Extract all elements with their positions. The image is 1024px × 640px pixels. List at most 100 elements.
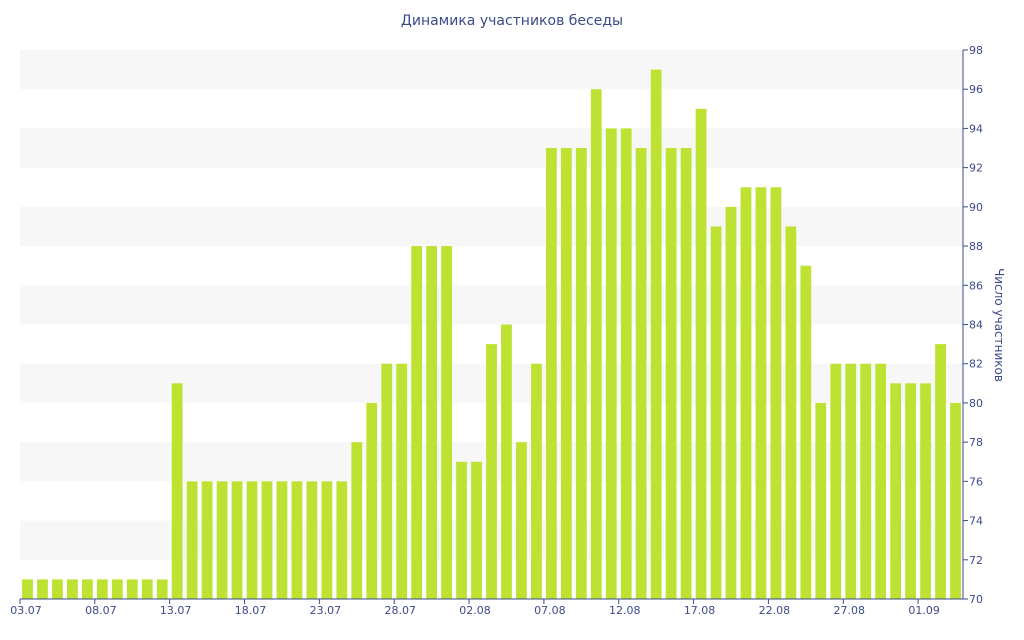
- y-tick-label: 72: [969, 554, 983, 567]
- bar: [261, 481, 273, 599]
- bar: [890, 383, 902, 599]
- bar: [321, 481, 333, 599]
- y-tick-label: 94: [969, 122, 983, 135]
- bar: [531, 363, 542, 599]
- bar: [935, 344, 946, 599]
- y-tick-label: 88: [969, 240, 983, 253]
- bar: [336, 481, 348, 599]
- bar: [37, 579, 48, 599]
- bar: [635, 148, 647, 600]
- chart-title: Динамика участников беседы: [400, 13, 624, 29]
- bar: [216, 481, 228, 599]
- bar: [171, 383, 183, 599]
- bar: [605, 128, 617, 599]
- bar: [680, 148, 692, 600]
- x-tick-label: 18.07: [235, 604, 267, 617]
- bar: [590, 89, 602, 600]
- x-tick-label: 07.08: [534, 604, 566, 617]
- bar: [695, 108, 707, 599]
- x-tick-label: 03.07: [10, 604, 42, 617]
- bar: [111, 579, 123, 599]
- y-tick-label: 84: [969, 319, 983, 332]
- bar: [67, 579, 78, 599]
- y-tick-label: 96: [969, 83, 983, 96]
- y-axis-label: Число участников: [992, 268, 1006, 382]
- bar: [860, 363, 872, 599]
- y-tick-label: 92: [969, 162, 983, 175]
- bar: [411, 246, 423, 599]
- bar: [845, 363, 857, 599]
- x-tick-label: 27.08: [834, 604, 866, 617]
- bars: [22, 69, 961, 600]
- bar: [456, 461, 467, 599]
- bar: [650, 69, 662, 600]
- y-axis-ticks: 70 72 74 76 78 80 82 84 86 88 90 92 94 96 98: [963, 44, 983, 606]
- bar: [126, 579, 138, 599]
- bar: [486, 344, 497, 599]
- bar: [156, 579, 168, 599]
- bar: [291, 481, 303, 599]
- bar: [396, 363, 408, 599]
- bar: [276, 481, 288, 599]
- y-tick-label: 78: [969, 436, 983, 449]
- x-tick-label: 22.08: [759, 604, 791, 617]
- bar: [755, 187, 767, 599]
- bar: [426, 246, 438, 599]
- bar: [740, 187, 752, 599]
- bar: [381, 363, 393, 599]
- bar: [800, 265, 812, 599]
- bar: [351, 442, 363, 599]
- bar: [186, 481, 198, 599]
- grid-band: [20, 128, 963, 168]
- bar: [306, 481, 318, 599]
- bar: [620, 128, 632, 599]
- bar: [201, 481, 213, 599]
- bar: [545, 148, 557, 600]
- bar: [96, 579, 108, 599]
- bar: [875, 363, 887, 599]
- bar: [710, 226, 722, 599]
- bar: [560, 148, 572, 600]
- bar: [725, 206, 737, 600]
- bar: [950, 402, 961, 599]
- bar: [920, 383, 931, 599]
- y-tick-label: 70: [969, 593, 983, 606]
- y-tick-label: 82: [969, 358, 983, 371]
- bar: [441, 246, 452, 599]
- bar: [905, 383, 916, 599]
- x-tick-label: 02.08: [459, 604, 491, 617]
- x-tick-label: 17.08: [684, 604, 716, 617]
- y-tick-label: 74: [969, 515, 983, 528]
- y-tick-label: 86: [969, 279, 983, 292]
- bar: [516, 442, 527, 599]
- grid-band: [20, 285, 963, 325]
- y-tick-label: 90: [969, 201, 983, 214]
- x-tick-label: 08.07: [85, 604, 117, 617]
- bar: [785, 226, 797, 599]
- bar: [770, 187, 782, 599]
- x-tick-label: 23.07: [310, 604, 342, 617]
- y-tick-label: 98: [969, 44, 983, 57]
- bar: [501, 324, 512, 599]
- x-tick-label: 28.07: [384, 604, 416, 617]
- bar: [141, 579, 153, 599]
- x-tick-label: 13.07: [160, 604, 192, 617]
- bar: [246, 481, 258, 599]
- y-tick-label: 76: [969, 475, 983, 488]
- bar: [471, 461, 482, 599]
- bar: [815, 402, 827, 599]
- x-tick-label: 01.09: [908, 604, 940, 617]
- bar: [231, 481, 243, 599]
- x-tick-label: 12.08: [609, 604, 641, 617]
- bar: [22, 579, 33, 599]
- x-axis-ticks: 03.07 08.07 13.07 18.07 23.07 28.07 02.08 07.08…: [10, 599, 940, 617]
- bar: [81, 579, 93, 599]
- bar: [830, 363, 842, 599]
- bar: [52, 579, 63, 599]
- grid-band: [20, 206, 963, 247]
- bar: [366, 402, 378, 599]
- bar: [575, 148, 587, 600]
- grid-band: [20, 50, 963, 90]
- y-tick-label: 80: [969, 397, 983, 410]
